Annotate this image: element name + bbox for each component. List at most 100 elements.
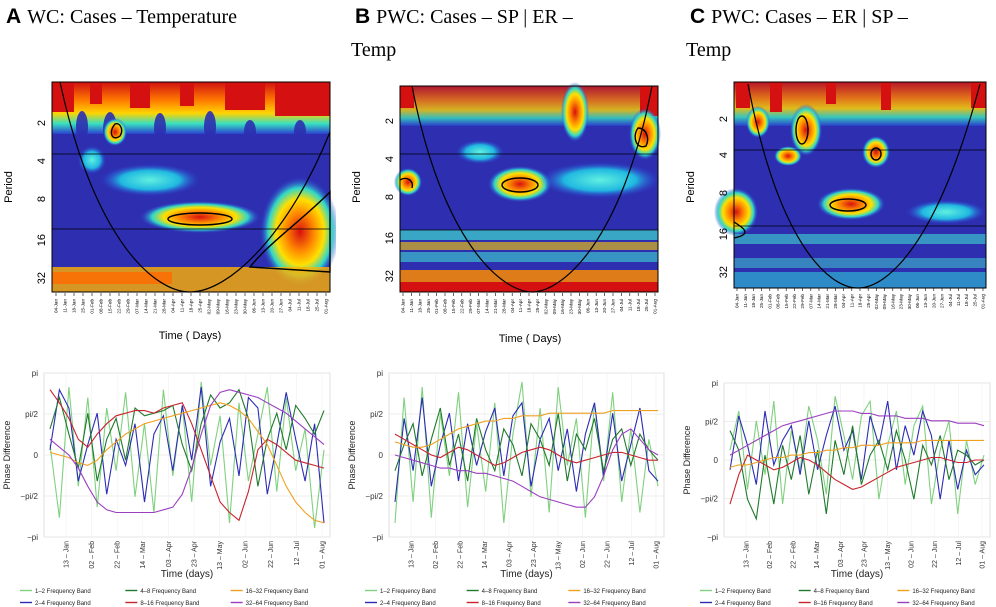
panel-b-wavelet-plot: Period 2 4 8 16 32 04-Jan 11-Jan 18-Jan 25-…	[351, 82, 661, 345]
date-tick-label: 09-May	[882, 293, 887, 309]
date-tick-label: 25-Jan	[426, 299, 431, 313]
date-tick-label: 16-May	[560, 298, 565, 314]
panel-b-phase-plot: pi pi/2 0 −pi/2 −pi 13 – Jan 02 – Feb 22 – Feb 1…	[347, 369, 665, 607]
date-tick-label: 30-May	[907, 293, 912, 309]
date-tick-label: 25-Apr	[535, 299, 540, 313]
phase-y-tick: pi	[32, 369, 38, 378]
date-tick-label: 04-Jul	[948, 294, 953, 307]
phase-y-tick: −pi	[27, 533, 38, 542]
phase-x-tick: 14 – Mar	[482, 540, 489, 568]
date-tick-label: 04-Jan	[735, 294, 740, 308]
phase-x-tick: 02 – Jun	[580, 541, 587, 568]
phase-x-tick: 03 – Apr	[506, 540, 513, 567]
period-tick: 4	[384, 156, 396, 162]
date-tick-label: 25-Jan	[759, 294, 764, 308]
phase-x-label: Time (days)	[831, 569, 883, 580]
date-tick-label: 27-Jun	[279, 299, 284, 313]
period-tick: 2	[36, 120, 48, 126]
date-tick-label: 11-Apr	[518, 299, 523, 313]
date-tick-label: 29-Feb	[800, 294, 805, 309]
phase-x-tick: 14 – Mar	[814, 540, 821, 568]
panel-a-date-ticks: 04-Jan 11-Jan 18-Jan 25-Jan 01-Feb 08-Feb 15-F…	[54, 293, 329, 314]
date-tick-label: 02-May	[874, 293, 879, 309]
panel-c-title-line2: Temp	[686, 39, 732, 61]
date-tick-label: 18-Jan	[417, 299, 422, 313]
period-tick: 8	[36, 196, 48, 202]
phase-x-tick: 22 – Jun	[268, 541, 275, 568]
legend-label: 4–8 Frequency Band	[482, 589, 538, 595]
date-tick-label: 11-Jan	[63, 299, 68, 313]
panel-a-title: A WC: Cases – Temperature	[6, 5, 238, 28]
phase-x-tick: 13 – May	[885, 541, 892, 570]
legend-label: 4–8 Frequency Band	[814, 589, 870, 595]
period-tick: 16	[384, 232, 396, 244]
phase-x-tick: 01 – Aug	[653, 541, 660, 569]
date-tick-label: 22-Feb	[117, 299, 122, 314]
panel-b-time-label: Time ( Days)	[499, 333, 562, 345]
date-tick-label: 15-Feb	[451, 299, 456, 314]
phase-series-line-16-32	[49, 402, 325, 524]
date-tick-label: 11-Jan	[743, 294, 748, 308]
date-tick-label: 11-Jan	[409, 299, 414, 313]
date-tick-label: 04-Apr	[171, 299, 176, 313]
date-tick-label: 01-Aug	[324, 299, 329, 314]
legend-label: 16–32 Frequency Band	[246, 589, 308, 595]
date-tick-label: 25-Apr	[866, 294, 871, 308]
date-tick-label: 15-Feb	[784, 294, 789, 309]
panel-b-title: B PWC: Cases – SP | ER –	[355, 5, 573, 28]
phase-series-line-2-4	[394, 397, 659, 503]
legend-label: 32–64 Frequency Band	[912, 601, 974, 607]
panel-b-date-ticks: 04-Jan 11-Jan 18-Jan 25-Jan 01-Feb 08-Feb 15-F…	[401, 293, 658, 314]
date-tick-label: 25-Jul	[644, 299, 649, 312]
phase-series-line-32-64	[49, 389, 325, 514]
date-tick-label: 27-Jun	[940, 294, 945, 308]
date-tick-label: 14-Mar	[817, 294, 822, 309]
phase-x-tick: 02 – Feb	[89, 541, 96, 569]
phase-x-tick: 02 – Feb	[767, 541, 774, 569]
date-tick-label: 27-Jun	[611, 299, 616, 313]
phase-y-tick: −pi/2	[20, 492, 38, 501]
date-tick-label: 13-Jun	[923, 294, 928, 308]
phase-x-tick: 13 – May	[555, 541, 562, 570]
date-tick-label: 18-Apr	[858, 294, 863, 308]
date-tick-label: 04-Jul	[288, 299, 293, 312]
period-tick: 2	[384, 118, 396, 124]
date-tick-label: 18-Apr	[527, 299, 532, 313]
date-tick-label: 22-Feb	[792, 294, 797, 309]
phase-y-tick: pi	[712, 379, 718, 388]
date-tick-label: 21-Mar	[493, 299, 498, 314]
legend-label: 1–2 Frequency Band	[715, 589, 771, 595]
panel-c-phase-plot: pi pi/2 0 −pi/2 −pi 13 – Jan 02 – Feb 22 – Feb 1…	[682, 379, 991, 607]
date-tick-label: 23-May	[899, 293, 904, 309]
phase-y-tick: −pi/2	[700, 495, 718, 504]
date-tick-label: 04-Jan	[401, 299, 406, 313]
date-tick-label: 01-Aug	[981, 294, 986, 309]
phase-x-tick: 22 – Feb	[115, 541, 122, 569]
date-tick-label: 09-May	[552, 298, 557, 314]
legend-label: 8–16 Frequency Band	[482, 601, 541, 607]
phase-x-tick: 22 – Jun	[932, 541, 939, 568]
date-tick-label: 21-Mar	[825, 294, 830, 309]
date-tick-label: 02-May	[207, 298, 212, 314]
date-tick-label: 14-Mar	[144, 299, 149, 314]
period-tick: 32	[384, 270, 396, 282]
phase-y-label: Phase Difference	[682, 426, 692, 495]
period-tick: 16	[36, 234, 48, 246]
legend-label: 1–2 Frequency Band	[35, 589, 91, 595]
date-tick-label: 28-Mar	[162, 299, 167, 314]
legend-label: 8–16 Frequency Band	[814, 601, 873, 607]
phase-series-line-8-16	[394, 433, 658, 466]
date-tick-label: 01-Feb	[434, 299, 439, 314]
date-tick-label: 25-Jul	[315, 299, 320, 312]
date-tick-label: 08-Feb	[99, 299, 104, 314]
panel-a-time-label: Time ( Days)	[159, 330, 222, 342]
phase-series-line-32-64	[394, 428, 659, 508]
date-tick-label: 01-Feb	[767, 294, 772, 309]
panel-c-period-label: Period	[685, 171, 697, 203]
date-tick-label: 11-Jul	[297, 299, 302, 311]
date-tick-label: 18-Jul	[964, 294, 969, 307]
phase-y-tick: −pi/2	[365, 492, 383, 501]
date-tick-label: 07-Mar	[135, 299, 140, 314]
phase-x-tick: 01 – Aug	[979, 541, 986, 569]
date-tick-label: 18-Apr	[189, 299, 194, 313]
